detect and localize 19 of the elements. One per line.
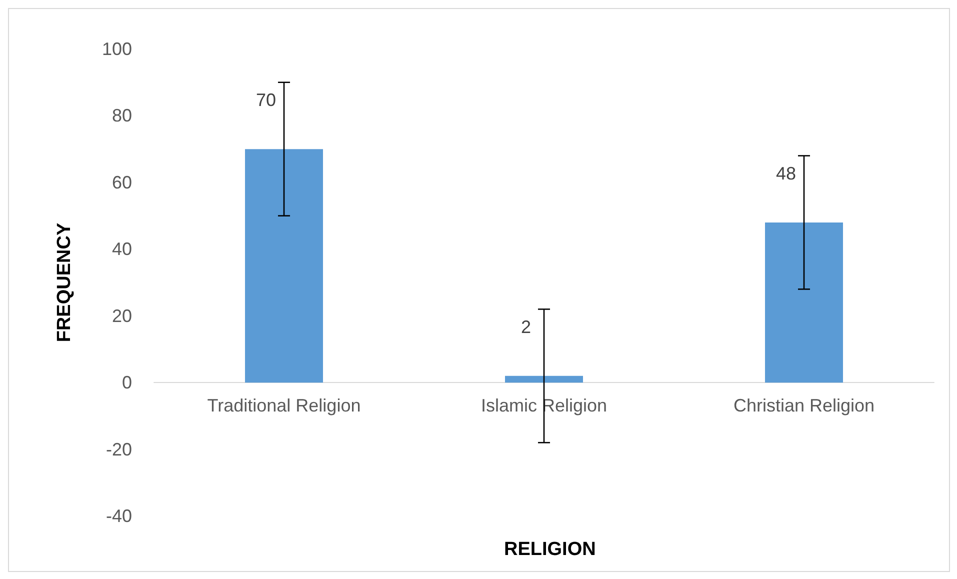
bar (505, 376, 583, 383)
bar (765, 222, 843, 383)
y-tick-label: 40 (112, 239, 132, 260)
y-tick-label: 80 (112, 106, 132, 126)
x-tick-label: Traditional Religion (207, 396, 361, 416)
y-axis-title: FREQUENCY (54, 222, 75, 342)
x-axis-title: RELIGION (504, 539, 596, 560)
y-tick-label: -40 (106, 506, 132, 526)
data-label: 48 (776, 163, 796, 184)
bar (245, 149, 323, 383)
data-label: 70 (256, 90, 276, 110)
x-tick-label: Islamic Religion (480, 396, 608, 416)
y-tick-label: 0 (122, 372, 132, 393)
data-label: 2 (520, 316, 532, 337)
y-tick-label: 20 (112, 306, 132, 326)
y-tick-label: 100 (102, 39, 132, 59)
x-tick-label: Christian Religion (733, 396, 875, 416)
y-tick-label: -20 (106, 439, 132, 460)
y-tick-label: 60 (112, 172, 132, 192)
